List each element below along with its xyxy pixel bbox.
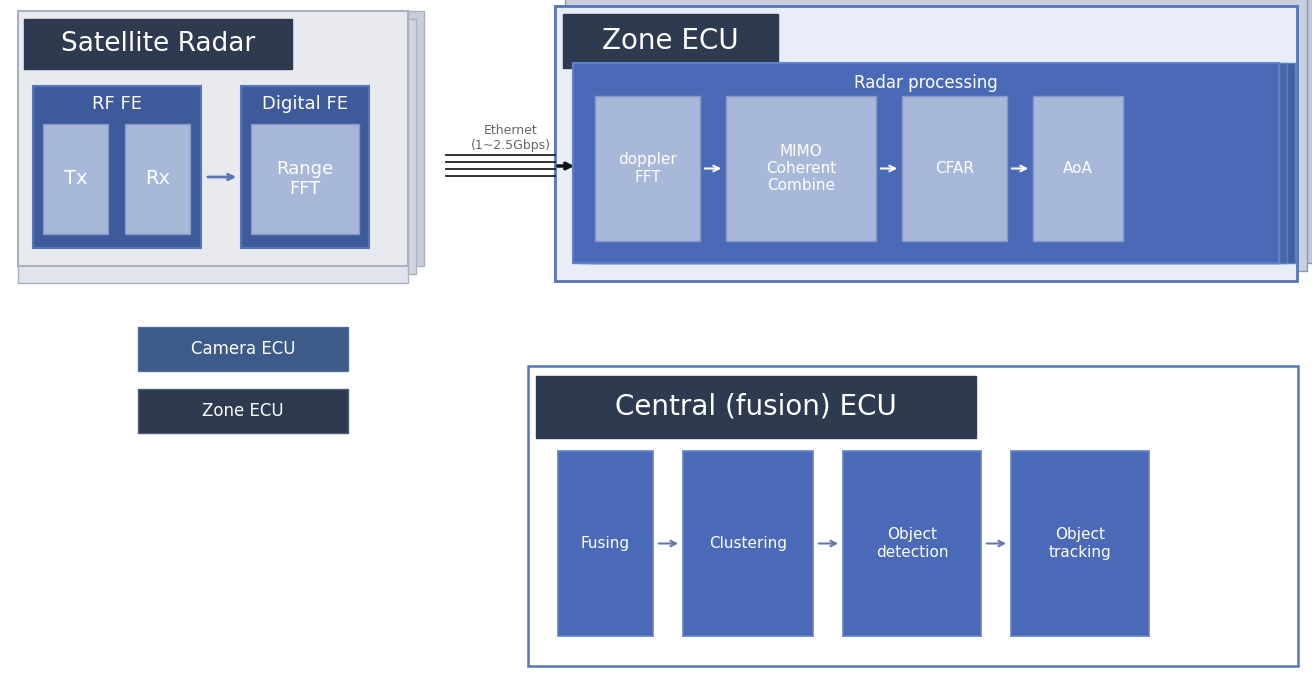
FancyBboxPatch shape	[26, 19, 416, 274]
Text: Digital FE: Digital FE	[262, 95, 348, 113]
Text: Central (fusion) ECU: Central (fusion) ECU	[615, 393, 897, 421]
Text: Tx: Tx	[64, 170, 88, 189]
FancyBboxPatch shape	[18, 28, 408, 283]
FancyBboxPatch shape	[251, 124, 359, 234]
Text: Zone ECU: Zone ECU	[202, 402, 283, 420]
FancyBboxPatch shape	[138, 327, 348, 371]
Text: MIMO
Coherent
Combine: MIMO Coherent Combine	[766, 144, 836, 193]
FancyBboxPatch shape	[726, 96, 876, 241]
FancyBboxPatch shape	[589, 63, 1295, 263]
FancyBboxPatch shape	[241, 86, 369, 248]
Text: Rx: Rx	[146, 170, 171, 189]
FancyBboxPatch shape	[563, 14, 778, 68]
FancyBboxPatch shape	[844, 451, 981, 636]
Text: Radar processing: Radar processing	[854, 74, 998, 92]
Text: Range
FFT: Range FFT	[277, 159, 333, 198]
FancyBboxPatch shape	[555, 6, 1298, 281]
FancyBboxPatch shape	[43, 124, 108, 234]
FancyBboxPatch shape	[24, 19, 293, 69]
FancyBboxPatch shape	[581, 63, 1287, 263]
FancyBboxPatch shape	[555, 6, 1298, 281]
FancyBboxPatch shape	[18, 11, 408, 266]
FancyBboxPatch shape	[558, 451, 653, 636]
Text: AoA: AoA	[1063, 161, 1093, 176]
FancyBboxPatch shape	[34, 11, 424, 266]
Text: doppler
FFT: doppler FFT	[618, 153, 677, 185]
Text: Object
tracking: Object tracking	[1048, 527, 1111, 560]
FancyBboxPatch shape	[125, 124, 190, 234]
FancyBboxPatch shape	[596, 96, 701, 241]
FancyBboxPatch shape	[527, 366, 1298, 666]
Text: Clustering: Clustering	[708, 536, 787, 551]
FancyBboxPatch shape	[1012, 451, 1149, 636]
FancyBboxPatch shape	[537, 376, 976, 438]
Text: Object
detection: Object detection	[875, 527, 949, 560]
FancyBboxPatch shape	[573, 0, 1312, 263]
FancyBboxPatch shape	[1033, 96, 1123, 241]
FancyBboxPatch shape	[138, 389, 348, 433]
Text: Fusing: Fusing	[581, 536, 630, 551]
Text: Ethernet
(1~2.5Gbps): Ethernet (1~2.5Gbps)	[471, 124, 551, 152]
FancyBboxPatch shape	[565, 0, 1307, 271]
Text: Satellite Radar: Satellite Radar	[60, 31, 255, 57]
FancyBboxPatch shape	[573, 63, 1279, 263]
Text: RF FE: RF FE	[92, 95, 142, 113]
FancyBboxPatch shape	[33, 86, 201, 248]
FancyBboxPatch shape	[903, 96, 1008, 241]
FancyBboxPatch shape	[684, 451, 813, 636]
Text: Zone ECU: Zone ECU	[602, 27, 739, 55]
Text: CFAR: CFAR	[935, 161, 974, 176]
FancyBboxPatch shape	[573, 63, 1279, 263]
Text: Camera ECU: Camera ECU	[190, 340, 295, 358]
